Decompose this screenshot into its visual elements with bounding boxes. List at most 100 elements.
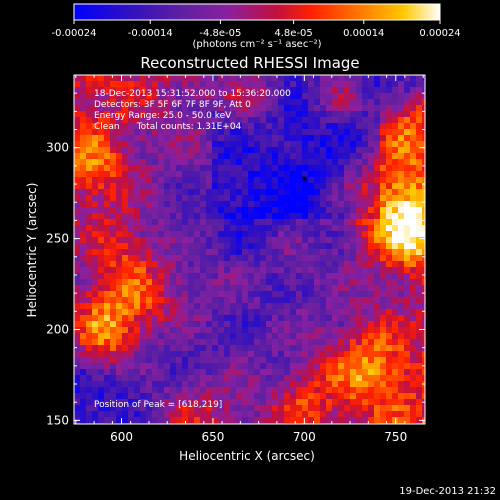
heatmap-cell [188, 159, 195, 166]
heatmap-cell [362, 339, 369, 346]
heatmap-cell [368, 255, 375, 262]
heatmap-cell [368, 249, 375, 256]
heatmap-cell [200, 147, 207, 154]
heatmap-cell [398, 75, 405, 82]
heatmap-cell [152, 345, 159, 352]
heatmap-cell [254, 363, 261, 370]
heatmap-cell [122, 267, 129, 274]
heatmap-cell [92, 369, 99, 376]
heatmap-cell [320, 417, 327, 424]
heatmap-cell [230, 357, 237, 364]
heatmap-cell [140, 255, 147, 262]
heatmap-cell [272, 339, 279, 346]
heatmap-cell [374, 213, 381, 220]
heatmap-cell [212, 177, 219, 184]
heatmap-cell [86, 291, 93, 298]
heatmap-cell [236, 261, 243, 268]
heatmap-cell [308, 105, 315, 112]
heatmap-cell [350, 207, 357, 214]
heatmap-cell [368, 333, 375, 340]
heatmap-cell [206, 411, 213, 418]
heatmap-cell [182, 213, 189, 220]
heatmap-cell [392, 213, 399, 220]
heatmap-cell [158, 375, 165, 382]
heatmap-cell [320, 219, 327, 226]
heatmap-cell [332, 231, 339, 238]
heatmap-cell [164, 183, 171, 190]
heatmap-cell [176, 249, 183, 256]
heatmap-cell [380, 303, 387, 310]
heatmap-cell [344, 351, 351, 358]
heatmap-cell [338, 117, 345, 124]
heatmap-cell [278, 129, 285, 136]
heatmap-cell [194, 273, 201, 280]
heatmap-cell [116, 285, 123, 292]
heatmap-cell [314, 201, 321, 208]
heatmap-cell [314, 99, 321, 106]
heatmap-cell [80, 321, 87, 328]
heatmap-cell [176, 327, 183, 334]
heatmap-cell [176, 153, 183, 160]
heatmap-cell [86, 165, 93, 172]
heatmap-cell [86, 387, 93, 394]
heatmap-cell [128, 195, 135, 202]
heatmap-cell [104, 219, 111, 226]
heatmap-cell [398, 195, 405, 202]
heatmap-cell [176, 171, 183, 178]
heatmap-cell [176, 147, 183, 154]
heatmap-cell [398, 87, 405, 94]
heatmap-cell [380, 255, 387, 262]
heatmap-cell [362, 333, 369, 340]
heatmap-cell [224, 147, 231, 154]
heatmap-cell [416, 171, 423, 178]
heatmap-cell [284, 87, 291, 94]
heatmap-cell [146, 147, 153, 154]
heatmap-cell [212, 357, 219, 364]
heatmap-cell [326, 135, 333, 142]
heatmap-cell [134, 165, 141, 172]
heatmap-cell [350, 255, 357, 262]
heatmap-cell [80, 129, 87, 136]
heatmap-cell [260, 285, 267, 292]
heatmap-cell [314, 285, 321, 292]
heatmap-cell [368, 297, 375, 304]
heatmap-cell [296, 243, 303, 250]
heatmap-cell [332, 147, 339, 154]
heatmap-cell [134, 183, 141, 190]
heatmap-cell [218, 339, 225, 346]
heatmap-cell [170, 111, 177, 118]
heatmap-cell [134, 279, 141, 286]
heatmap-cell [86, 207, 93, 214]
heatmap-cell [230, 183, 237, 190]
heatmap-cell [278, 339, 285, 346]
heatmap-cell [344, 75, 351, 82]
heatmap-cell [98, 279, 105, 286]
heatmap-cell [380, 387, 387, 394]
heatmap-cell [284, 357, 291, 364]
heatmap-cell [182, 153, 189, 160]
heatmap-cell [158, 327, 165, 334]
heatmap-cell [338, 129, 345, 136]
heatmap-cell [104, 81, 111, 88]
heatmap-cell [182, 189, 189, 196]
heatmap-cell [338, 189, 345, 196]
heatmap-cell [92, 333, 99, 340]
heatmap-cell [242, 261, 249, 268]
heatmap-cell [188, 237, 195, 244]
heatmap-cell [170, 387, 177, 394]
heatmap-cell [332, 81, 339, 88]
heatmap-cell [146, 273, 153, 280]
heatmap-cell [272, 369, 279, 376]
heatmap-cell [350, 117, 357, 124]
heatmap-cell [308, 129, 315, 136]
heatmap-cell [152, 207, 159, 214]
heatmap-cell [368, 381, 375, 388]
heatmap-cell [296, 387, 303, 394]
heatmap-cell [368, 111, 375, 118]
heatmap-cell [158, 297, 165, 304]
heatmap-cell [188, 207, 195, 214]
heatmap-cell [158, 93, 165, 100]
heatmap-cell [266, 303, 273, 310]
heatmap-cell [284, 345, 291, 352]
heatmap-cell [314, 177, 321, 184]
